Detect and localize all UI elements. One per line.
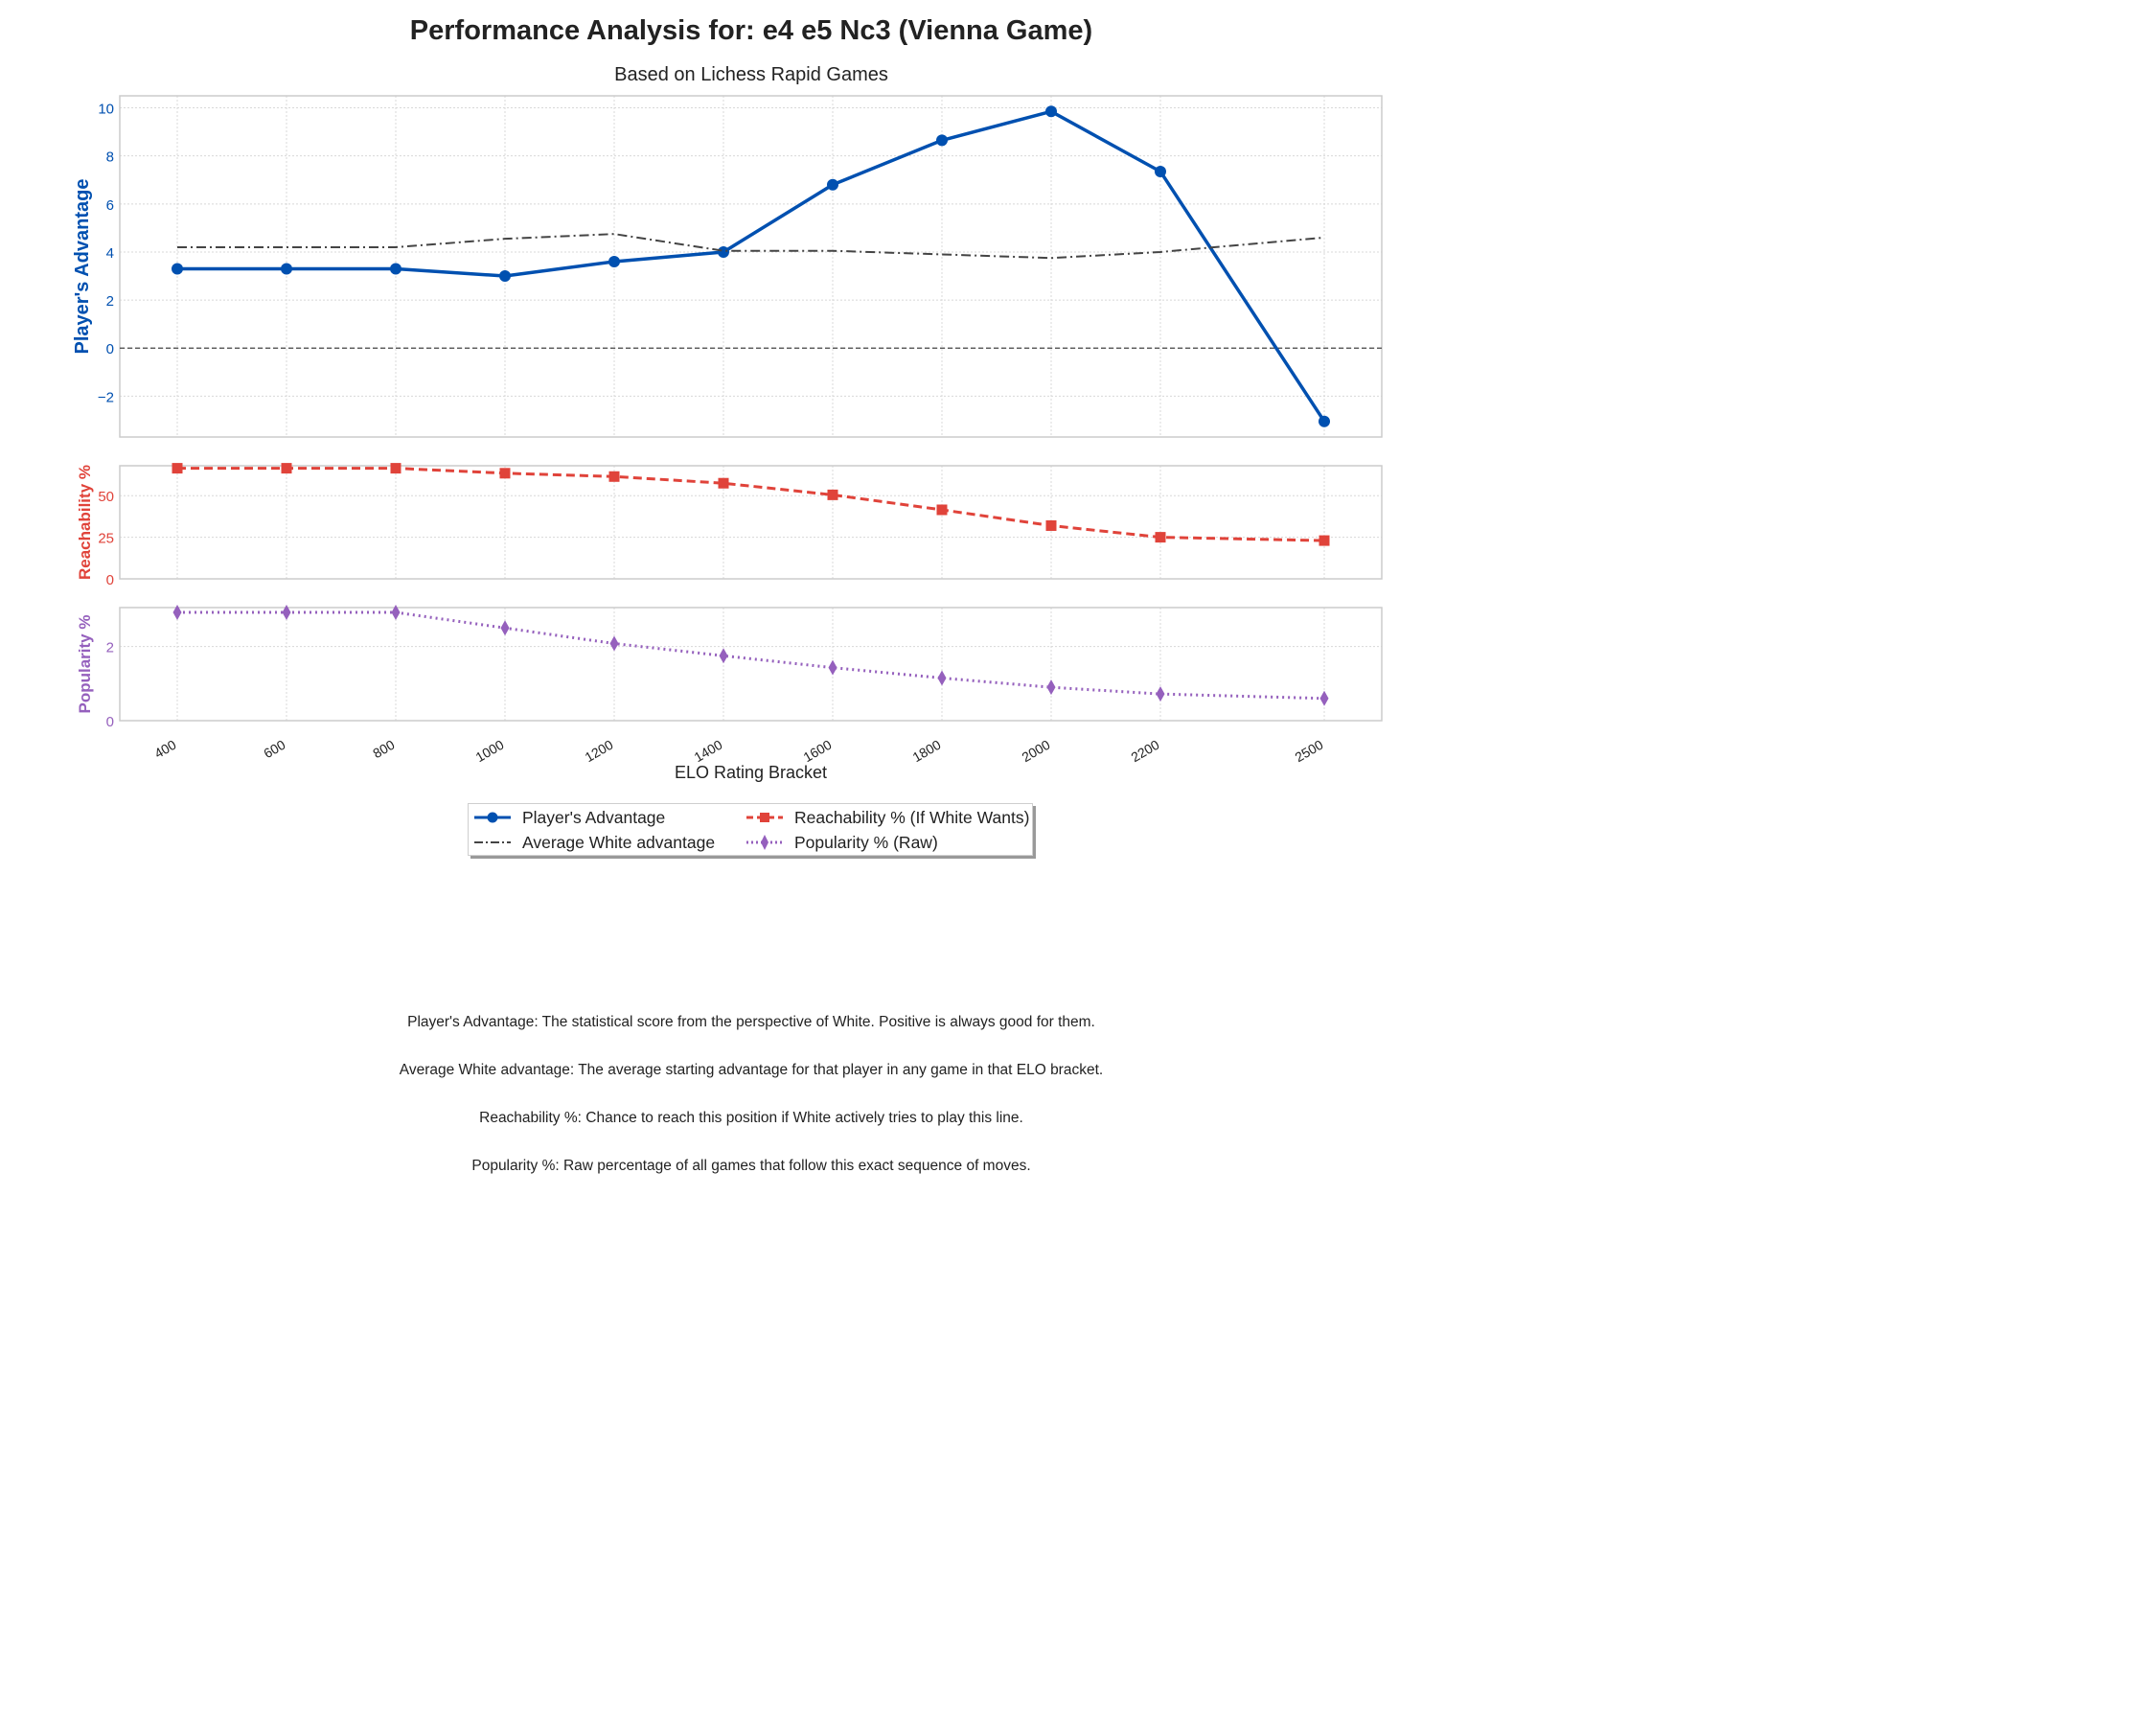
y-tick-label: 2 — [106, 293, 114, 310]
data-point — [390, 463, 401, 474]
data-point — [281, 463, 292, 474]
series-line — [177, 610, 1325, 701]
data-point — [1155, 165, 1166, 177]
y-axis-label: Player's Advantage — [72, 179, 93, 355]
x-tick-label: 2500 — [1293, 737, 1326, 766]
x-tick-label: 2000 — [1020, 737, 1053, 766]
y-tick-label: 0 — [106, 714, 114, 730]
x-tick-label: 1200 — [583, 737, 616, 766]
data-point — [172, 263, 183, 275]
legend-item-average: Average White advantage — [474, 831, 715, 854]
x-tick-label: 600 — [261, 737, 287, 762]
data-point — [609, 635, 619, 652]
y-tick-label: −2 — [98, 389, 114, 405]
data-point — [1319, 690, 1329, 706]
series-line — [177, 467, 1325, 542]
data-point — [499, 270, 511, 283]
data-point — [282, 605, 291, 621]
chart-legend: Player's Advantage Reachability % (If Wh… — [468, 803, 1033, 856]
x-tick-label: 1000 — [473, 737, 507, 766]
legend-label-average: Average White advantage — [522, 832, 716, 852]
legend-swatch-average — [474, 841, 511, 843]
data-point — [1155, 532, 1166, 543]
y-tick-label: 10 — [98, 102, 114, 118]
data-point — [281, 263, 292, 275]
data-point — [718, 477, 729, 489]
y-tick-label: 4 — [106, 245, 114, 262]
data-point — [608, 255, 620, 267]
panel-1: −2 0 2 4 6 8 10 Player's Advantage — [72, 95, 1383, 438]
data-point — [936, 504, 948, 516]
data-point — [1319, 535, 1330, 546]
data-point — [499, 468, 511, 479]
data-point — [827, 178, 838, 191]
legend-item-advantage: Player's Advantage — [474, 806, 665, 829]
data-point — [1046, 679, 1056, 696]
chart-title: Performance Analysis for: e4 e5 Nc3 (Vie… — [409, 15, 1093, 46]
y-tick-label: 0 — [106, 341, 114, 357]
y-tick-label: 25 — [98, 531, 114, 547]
data-point — [500, 620, 510, 636]
data-point — [172, 463, 183, 474]
data-point — [1045, 105, 1057, 118]
performance-chart: −2 0 2 4 6 8 10 Player's Advantage 0 25 50Reachabi… — [72, 95, 1383, 782]
legend-item-reachability: Reachability % (If White Wants) — [746, 806, 1029, 829]
x-tick-label: 1800 — [910, 737, 944, 766]
data-point — [937, 670, 947, 686]
panel-frame — [119, 607, 1383, 722]
panel-3: 0 2 Popularity % — [76, 605, 1383, 730]
data-point — [936, 134, 948, 147]
panel-frame — [119, 95, 1383, 438]
data-point — [1319, 415, 1330, 427]
legend-label-popularity: Popularity % (Raw) — [794, 832, 938, 852]
x-axis-label: ELO Rating Bracket — [675, 763, 827, 782]
legend-swatch-popularity — [746, 835, 783, 850]
x-tick-label: 400 — [151, 737, 178, 762]
y-tick-label: 8 — [106, 150, 114, 166]
note-reachability: Reachability %: Chance to reach this pos… — [479, 1110, 1023, 1126]
legend-swatch-reachability — [746, 813, 783, 822]
data-point — [172, 605, 182, 621]
data-point — [1156, 686, 1165, 702]
data-point — [1045, 519, 1057, 531]
panel-frame — [119, 465, 1383, 580]
note-average: Average White advantage: The average sta… — [399, 1062, 1104, 1078]
x-tick-label: 1600 — [801, 737, 835, 766]
y-tick-label: 2 — [106, 640, 114, 656]
data-point — [718, 245, 729, 258]
series-line — [177, 109, 1326, 423]
data-point — [828, 659, 837, 676]
x-tick-label: 1400 — [692, 737, 725, 766]
note-advantage: Player's Advantage: The statistical scor… — [407, 1014, 1095, 1030]
legend-label-advantage: Player's Advantage — [522, 807, 666, 827]
series-line — [177, 233, 1325, 260]
legend-swatch-advantage — [474, 812, 511, 823]
data-point — [391, 605, 401, 621]
y-tick-label: 50 — [98, 489, 114, 505]
data-point — [827, 489, 838, 500]
y-axis-label: Reachability % — [76, 465, 94, 580]
y-tick-label: 0 — [106, 572, 114, 588]
x-tick-label: 2200 — [1129, 737, 1162, 766]
y-axis-label: Popularity % — [76, 615, 94, 714]
y-tick-label: 6 — [106, 197, 114, 214]
data-point — [719, 648, 728, 664]
data-point — [608, 471, 620, 482]
legend-item-popularity: Popularity % (Raw) — [746, 831, 938, 854]
chart-subtitle: Based on Lichess Rapid Games — [614, 64, 888, 85]
data-point — [390, 263, 401, 275]
note-popularity: Popularity %: Raw percentage of all game… — [471, 1158, 1031, 1174]
legend-label-reachability: Reachability % (If White Wants) — [794, 807, 1030, 827]
x-tick-label: 800 — [370, 737, 397, 762]
